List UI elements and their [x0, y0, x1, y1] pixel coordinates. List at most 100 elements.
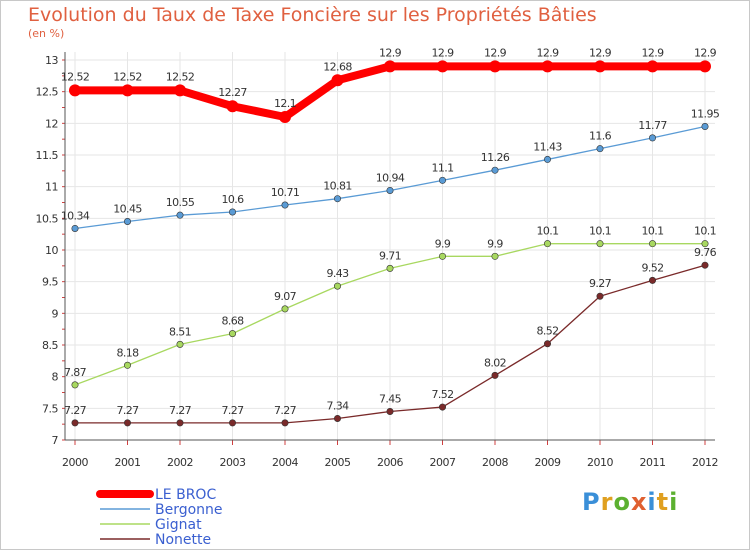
- data-point: [701, 123, 709, 131]
- x-tick-label: 2012: [692, 456, 718, 469]
- y-tick-label: 10.5: [36, 212, 59, 225]
- data-point: [541, 60, 554, 73]
- data-point: [333, 282, 341, 290]
- x-tick-label: 2011: [640, 456, 666, 469]
- data-point: [438, 176, 446, 184]
- data-point: [121, 84, 134, 97]
- x-tick-label: 2000: [62, 456, 88, 469]
- data-label: 10.34: [61, 209, 90, 222]
- data-label: 10.1: [589, 225, 611, 238]
- brand-logo: Proxiti: [582, 488, 678, 516]
- data-label: 10.81: [323, 180, 352, 193]
- brand-letter: o: [613, 488, 631, 516]
- data-point: [596, 240, 604, 248]
- data-label: 12.1: [274, 97, 296, 110]
- data-point: [229, 208, 237, 216]
- data-label: 7.27: [274, 404, 297, 417]
- data-point: [124, 361, 132, 369]
- data-label: 10.45: [113, 203, 142, 216]
- data-point: [71, 224, 79, 232]
- x-tick-label: 2003: [220, 456, 246, 469]
- data-label: 8.02: [484, 356, 506, 369]
- data-label: 10.6: [221, 193, 244, 206]
- data-label: 10.55: [166, 196, 195, 209]
- data-point: [489, 60, 501, 73]
- data-label: 11.6: [589, 130, 612, 143]
- y-tick-label: 7: [52, 434, 59, 447]
- data-point: [386, 407, 394, 415]
- data-point: [699, 60, 711, 73]
- data-point: [491, 252, 499, 260]
- y-tick-label: 13: [45, 54, 58, 67]
- data-point: [281, 419, 289, 427]
- brand-letter: i: [647, 488, 657, 516]
- data-point: [281, 201, 289, 209]
- data-point: [124, 218, 132, 226]
- legend-label: LE BROC: [155, 487, 216, 503]
- data-label: 7.27: [221, 404, 244, 417]
- data-label: 12.52: [113, 70, 142, 83]
- data-point: [438, 252, 446, 260]
- data-label: 12.27: [218, 86, 247, 99]
- x-tick-label: 2002: [167, 456, 193, 469]
- x-tick-label: 2007: [430, 456, 456, 469]
- y-tick-label: 12.5: [36, 86, 59, 99]
- y-tick-label: 12: [45, 117, 58, 130]
- data-point: [648, 240, 656, 248]
- y-tick-label: 8: [52, 371, 59, 384]
- x-tick-label: 2009: [535, 456, 561, 469]
- data-point: [333, 195, 341, 203]
- data-label: 9.07: [274, 290, 297, 303]
- unit-label: (en %): [28, 27, 65, 40]
- data-label: 7.34: [326, 399, 349, 412]
- data-label: 12.9: [694, 46, 717, 59]
- y-tick-label: 8.5: [42, 339, 58, 352]
- data-label: 8.18: [116, 346, 139, 359]
- data-point: [648, 276, 656, 284]
- data-label: 12.9: [589, 46, 612, 59]
- x-tick-label: 2005: [325, 456, 351, 469]
- legend-label: Gignat: [155, 517, 202, 533]
- data-label: 8.51: [169, 325, 191, 338]
- data-label: 11.95: [691, 108, 720, 121]
- brand-letter: t: [656, 488, 670, 516]
- data-label: 12.68: [323, 60, 352, 73]
- data-label: 10.1: [694, 225, 716, 238]
- data-point: [648, 134, 656, 142]
- data-point: [226, 100, 239, 113]
- chart-title: Evolution du Taux de Taxe Foncière sur l…: [28, 4, 597, 26]
- data-label: 10.1: [536, 225, 558, 238]
- data-label: 12.52: [61, 70, 90, 83]
- data-point: [333, 414, 341, 422]
- data-label: 10.71: [271, 186, 300, 199]
- data-point: [229, 330, 237, 338]
- data-point: [491, 166, 499, 174]
- brand-letter: x: [630, 488, 648, 516]
- data-point: [384, 60, 396, 73]
- data-point: [491, 371, 499, 379]
- data-label: 11.43: [533, 140, 562, 153]
- data-label: 9.43: [326, 267, 349, 280]
- data-point: [436, 60, 449, 73]
- data-point: [124, 419, 132, 427]
- data-label: 7.27: [116, 404, 139, 417]
- data-label: 12.52: [166, 70, 195, 83]
- data-point: [281, 305, 289, 313]
- data-label: 11.1: [431, 161, 453, 174]
- data-point: [438, 403, 446, 411]
- data-label: 8.52: [536, 325, 558, 338]
- data-label: 12.9: [641, 46, 664, 59]
- data-point: [594, 60, 606, 73]
- data-point: [229, 419, 237, 427]
- data-label: 12.9: [536, 46, 559, 59]
- x-tick-label: 2008: [482, 456, 508, 469]
- data-point: [596, 145, 604, 153]
- y-tick-label: 7.5: [42, 402, 58, 415]
- y-tick-label: 10: [45, 244, 58, 257]
- brand-letter: P: [582, 488, 601, 516]
- data-label: 10.1: [641, 225, 663, 238]
- data-label: 9.9: [487, 237, 503, 250]
- data-label: 12.9: [484, 46, 507, 59]
- data-point: [543, 240, 551, 248]
